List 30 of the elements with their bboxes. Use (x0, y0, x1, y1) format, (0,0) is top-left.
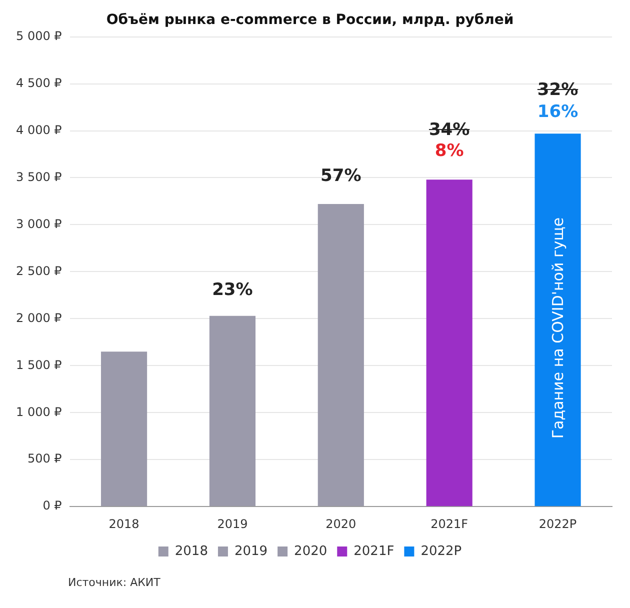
chart-title: Объём рынка e-commerce в России, млрд. рублей (106, 12, 514, 28)
x-tick-label: 2019 (217, 516, 248, 531)
y-tick-label: 3 000 ₽ (16, 216, 62, 231)
y-tick-label: 4 500 ₽ (16, 76, 62, 90)
annotation: 8% (434, 140, 464, 161)
annotation: 34% (428, 120, 470, 140)
annotation: 32% (537, 80, 578, 100)
x-tick-label: 2022P (538, 516, 577, 531)
annotation: 57% (320, 166, 362, 186)
annotation: 16% (537, 102, 578, 122)
legend-label: 2022P (420, 544, 462, 559)
text: Источник: АКИТ (68, 576, 162, 589)
y-tick-label: 500 ₽ (27, 452, 62, 466)
y-tick-label: 2 000 ₽ (16, 310, 62, 325)
legend-label: 2020 (294, 544, 328, 559)
y-tick-label: 0 ₽ (42, 498, 62, 513)
legend-label: 2021F (354, 544, 394, 559)
y-tick-label: 2 500 ₽ (16, 264, 62, 278)
y-tick-label: 3 500 ₽ (16, 170, 62, 184)
y-tick-label: 1 500 ₽ (16, 358, 62, 372)
y-tick-label: 1 000 ₽ (16, 404, 62, 419)
y-tick-label: 5 000 ₽ (16, 28, 62, 43)
annotation: Гадание на COVID'ной гуще (548, 216, 567, 438)
annotation: 23% (212, 280, 253, 300)
x-tick-label: 2020 (326, 516, 356, 531)
x-tick-label: 2018 (108, 516, 140, 531)
x-tick-label: 2021F (430, 516, 468, 531)
y-tick-label: 4 000 ₽ (16, 122, 62, 137)
legend-label: 2018 (174, 544, 208, 559)
legend-label: 2019 (234, 544, 268, 559)
